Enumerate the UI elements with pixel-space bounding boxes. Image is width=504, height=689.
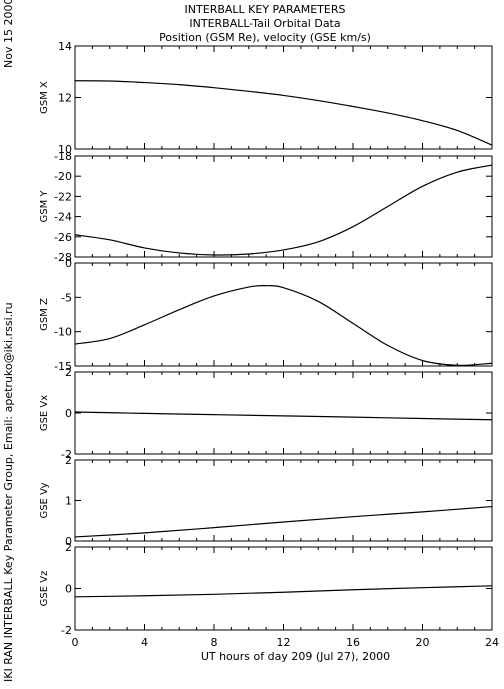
panel-5: 0 1 2 GSE Vy (39, 454, 493, 548)
y-tick-label: -18 (54, 150, 72, 163)
panel-2: -28 -26 -24 -22 -20 -18 GSM Y (39, 150, 493, 264)
panel-1: 10 12 14 GSM X (39, 40, 493, 156)
panel-4: -2 0 2 GSE Vx (39, 366, 493, 461)
x-tick-label: 0 (72, 636, 79, 649)
y-tick-label: -2 (61, 448, 72, 461)
y-tick-label: 1 (65, 495, 72, 508)
series-line (74, 585, 493, 598)
title-line-2: INTERBALL-Tail Orbital Data (189, 17, 340, 30)
x-tick-label: 12 (277, 636, 291, 649)
y-tick-label: 0 (65, 583, 72, 596)
y-tick-label: 10 (58, 143, 72, 156)
y-axis-label: GSE Vz (39, 571, 50, 607)
y-axis-label: GSM X (39, 81, 50, 114)
date-stamp: Nov 15 2000 (2, 0, 15, 68)
y-tick-label: -22 (54, 190, 72, 203)
y-axis-label: GSM Y (39, 190, 50, 223)
y-tick-label: -20 (54, 170, 72, 183)
y-tick-label: -15 (54, 360, 72, 373)
credit-line: IKI RAN INTERBALL Key Parameter Group, E… (2, 302, 15, 682)
series-line (74, 164, 493, 256)
y-tick-label: 0 (65, 407, 72, 420)
x-tick-label: 20 (416, 636, 430, 649)
plot-frame (74, 459, 493, 542)
y-tick-label: 0 (65, 257, 72, 270)
y-tick-label: 2 (65, 541, 72, 554)
x-tick-label: 16 (346, 636, 360, 649)
plot-frame (74, 155, 493, 258)
y-tick-label: -5 (61, 291, 72, 304)
plot-frame (74, 262, 493, 367)
y-tick-label: 2 (65, 366, 72, 379)
y-tick-label: -2 (61, 624, 72, 637)
series-line (74, 284, 493, 366)
plot-frame (74, 45, 493, 150)
y-tick-label: -26 (54, 231, 72, 244)
series-line (74, 411, 493, 421)
y-axis-label: GSE Vy (39, 482, 50, 518)
plot-frame (74, 546, 493, 631)
y-tick-label: -10 (54, 326, 72, 339)
y-tick-label: 0 (65, 535, 72, 548)
x-tick-label: 24 (485, 636, 499, 649)
series-line (74, 505, 493, 538)
title-line-3: Position (GSM Re), velocity (GSE km/s) (159, 31, 371, 44)
y-axis-label: GSE Vx (39, 395, 50, 431)
y-axis-label: GSM Z (39, 298, 50, 331)
title-line-1: INTERBALL KEY PARAMETERS (185, 3, 346, 16)
panel-3: -15 -10 -5 0 GSM Z (39, 257, 493, 373)
x-tick-label: 4 (141, 636, 148, 649)
x-tick-label: 8 (211, 636, 218, 649)
y-tick-label: -24 (54, 211, 72, 224)
x-axis-label: UT hours of day 209 (Jul 27), 2000 (201, 650, 390, 663)
y-tick-label: 14 (58, 40, 72, 53)
y-tick-label: 12 (58, 92, 72, 105)
y-tick-label: 2 (65, 454, 72, 467)
y-tick-label: -28 (54, 251, 72, 264)
series-line (74, 80, 493, 146)
